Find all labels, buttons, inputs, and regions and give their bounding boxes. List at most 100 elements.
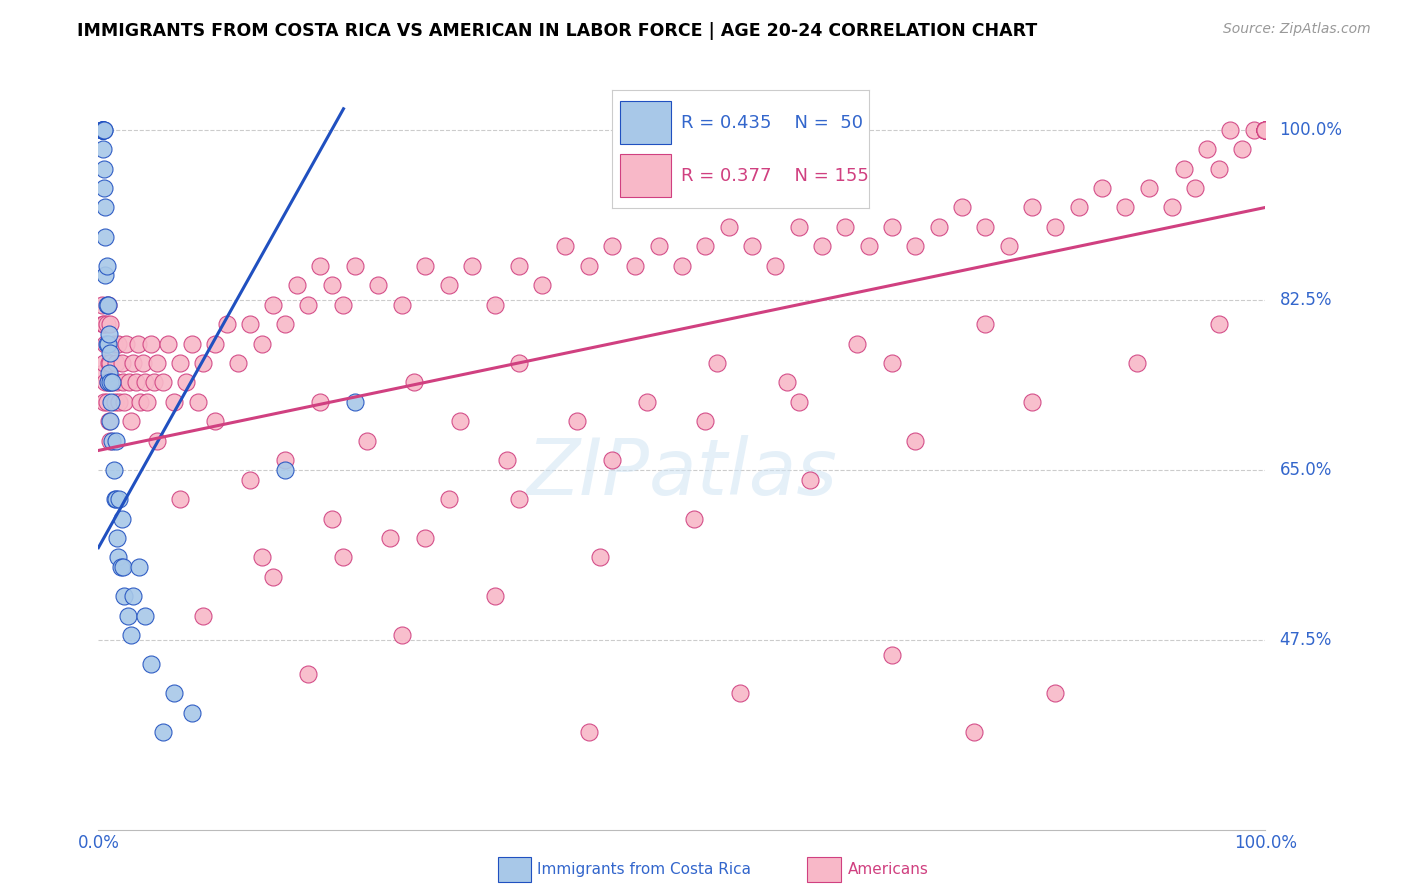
Point [122,589,145,603]
Point [111,356,134,370]
Point [274,317,297,331]
Point [880,219,903,234]
Point [136,395,159,409]
Point [624,259,647,273]
Point [367,278,389,293]
Point [97,326,120,341]
Point [118,376,141,390]
Point [1045,686,1067,700]
Point [157,336,180,351]
Point [104,356,127,370]
Point [706,356,728,370]
Point [96,336,118,351]
Point [117,608,139,623]
Point [344,395,367,409]
Text: IMMIGRANTS FROM COSTA RICA VS AMERICAN IN LABOR FORCE | AGE 20-24 CORRELATION CH: IMMIGRANTS FROM COSTA RICA VS AMERICAN I… [77,22,1038,40]
Point [146,356,169,370]
Point [139,336,162,351]
Point [125,376,148,390]
Point [332,550,354,565]
Point [96,259,118,273]
Point [811,239,834,253]
Point [96,395,118,409]
Point [139,657,162,672]
Point [262,570,284,584]
Point [776,376,799,390]
Point [91,142,114,156]
Point [93,317,115,331]
Point [90,122,112,136]
Point [858,239,880,253]
Point [578,259,600,273]
Point [1208,161,1230,176]
Point [356,434,378,448]
Point [274,463,297,477]
Point [1045,219,1067,234]
Point [152,725,174,739]
Point [321,278,343,293]
Point [93,161,115,176]
Point [101,434,124,448]
Point [1254,122,1277,136]
Point [128,560,150,574]
Point [97,366,120,380]
Text: 100.0%: 100.0% [1279,120,1343,138]
Point [239,317,262,331]
Point [93,356,115,370]
Point [100,395,122,409]
Point [950,201,973,215]
Point [717,219,740,234]
Point [115,336,138,351]
Point [1230,142,1253,156]
Point [180,336,202,351]
Point [461,259,484,273]
Point [103,336,125,351]
Point [122,356,145,370]
Point [101,376,124,390]
Point [589,550,612,565]
Point [108,491,131,506]
Point [1254,122,1277,136]
Point [1126,356,1149,370]
Point [309,395,332,409]
Text: 82.5%: 82.5% [1279,291,1331,309]
Point [671,259,693,273]
Point [695,239,717,253]
Point [1021,395,1043,409]
Point [97,376,120,390]
Point [1254,122,1277,136]
Point [1254,122,1277,136]
Point [636,395,658,409]
Point [104,434,127,448]
Point [1091,181,1114,195]
Point [262,298,284,312]
Point [193,608,215,623]
Text: 47.5%: 47.5% [1279,631,1331,649]
Point [91,122,114,136]
Point [110,560,132,574]
Point [98,434,121,448]
Point [508,356,530,370]
Point [239,473,262,487]
Point [93,395,115,409]
Point [104,491,127,506]
Point [134,608,156,623]
Point [578,725,600,739]
Point [1254,122,1277,136]
Point [250,550,273,565]
Point [846,336,869,351]
Point [309,259,332,273]
Point [174,376,197,390]
Point [215,317,238,331]
Point [787,219,810,234]
Point [834,219,856,234]
Point [93,122,115,136]
Point [169,491,191,506]
Point [1195,142,1218,156]
Point [997,239,1019,253]
Point [97,298,120,312]
Point [682,511,704,525]
Point [321,511,343,525]
Point [228,356,250,370]
Point [391,628,413,642]
